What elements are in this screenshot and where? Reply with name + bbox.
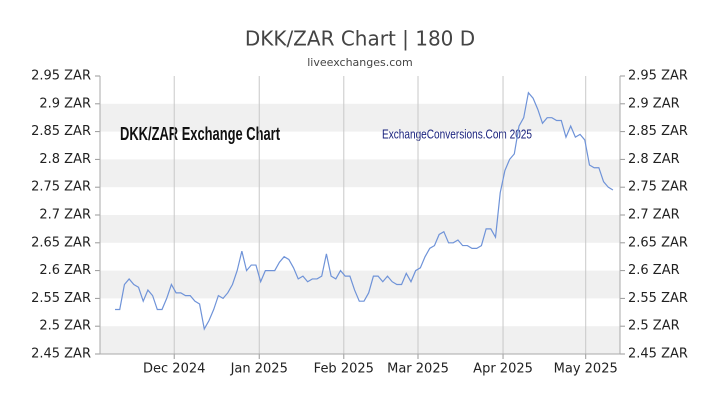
chart-subtitle: liveexchanges.com (307, 56, 412, 69)
y-tick-label: 2.7 ZAR (39, 208, 91, 223)
line-series (115, 91, 614, 331)
y2-tick-label: 2.55 ZAR (628, 291, 688, 306)
y-tick-label: 2.75 ZAR (31, 180, 91, 195)
y-tick-label: 2.6 ZAR (39, 263, 91, 278)
y2-tick-label: 2.9 ZAR (628, 96, 680, 111)
y2-tick-label: 2.65 ZAR (628, 235, 688, 250)
x-tick-label: Jan 2025 (230, 362, 288, 377)
y-tick-label: 2.65 ZAR (31, 235, 91, 250)
grid-band (100, 270, 620, 299)
y-tick-label: 2.55 ZAR (31, 291, 91, 306)
y-tick-label: 2.45 ZAR (31, 347, 91, 362)
y2-tick-label: 2.45 ZAR (628, 347, 688, 362)
y-tick-label: 2.85 ZAR (31, 124, 91, 139)
y-tick-label: 2.8 ZAR (39, 152, 91, 167)
annotation: DKK/ZAR Exchange Chart (120, 124, 280, 144)
y2-tick-label: 2.5 ZAR (628, 319, 680, 334)
x-tick-label: Apr 2025 (473, 362, 533, 377)
x-tick-label: Mar 2025 (387, 362, 449, 377)
annotation: ExchangeConversions.Com 2025 (382, 126, 532, 141)
y2-tick-label: 2.85 ZAR (628, 124, 688, 139)
y2-tick-label: 2.8 ZAR (628, 152, 680, 167)
x-tick-label: Feb 2025 (314, 362, 374, 377)
x-tick-label: May 2025 (554, 362, 618, 377)
bands (100, 103, 620, 354)
y-tick-label: 2.5 ZAR (39, 319, 91, 334)
y2-tick-label: 2.6 ZAR (628, 263, 680, 278)
y2-tick-label: 2.75 ZAR (628, 180, 688, 195)
grid-band (100, 215, 620, 243)
chart-title: DKK/ZAR Chart | 180 D (245, 27, 475, 51)
grid-band (100, 159, 620, 188)
y2-tick-label: 2.7 ZAR (628, 208, 680, 223)
y-tick-label: 2.9 ZAR (39, 96, 91, 111)
x-tick-label: Dec 2024 (143, 362, 205, 377)
grid-band (100, 326, 620, 354)
y-tick-label: 2.95 ZAR (31, 69, 91, 84)
y2-tick-label: 2.95 ZAR (628, 69, 688, 84)
grid-band (100, 103, 620, 132)
